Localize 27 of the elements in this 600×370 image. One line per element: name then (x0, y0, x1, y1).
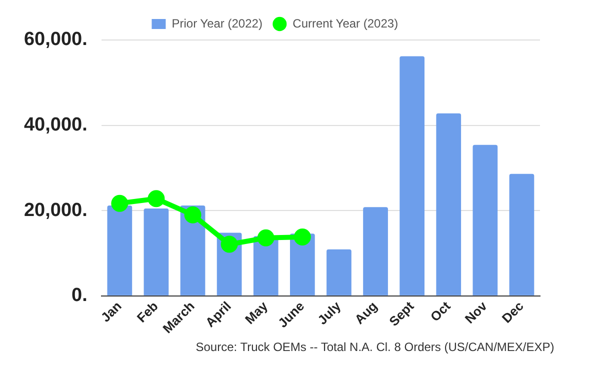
point (257, 229, 274, 246)
bar (144, 208, 169, 296)
y-tick-label: 0. (72, 285, 88, 306)
bar (363, 207, 388, 296)
bar (400, 56, 424, 296)
bar (509, 174, 534, 296)
point (148, 190, 165, 208)
bar (326, 249, 352, 296)
x-tick-label: Dec (498, 298, 526, 326)
point (184, 206, 202, 224)
x-tick-label: Nov (462, 298, 490, 326)
bar (436, 113, 462, 296)
x-tick-label: Aug (352, 298, 380, 327)
y-tick-label: 20,000. (24, 200, 88, 221)
bar (107, 205, 132, 296)
point (294, 228, 311, 246)
bar (472, 144, 498, 296)
y-tick-label: 60,000. (24, 29, 88, 50)
y-tick-label: 40,000. (24, 114, 88, 136)
x-tick-label: Feb (134, 298, 161, 326)
x-tick-label: Oct (427, 298, 454, 324)
legend-label: Prior Year (2022) (172, 16, 262, 30)
point (220, 236, 238, 253)
x-tick-label: Jan (98, 298, 124, 325)
source-note: Source: Truck OEMs -- Total N.A. Cl. 8 Orders (US/CAN/MEX/EXP) (194, 340, 556, 354)
point (111, 194, 128, 212)
legend-label: Current Year (2023) (292, 16, 398, 30)
